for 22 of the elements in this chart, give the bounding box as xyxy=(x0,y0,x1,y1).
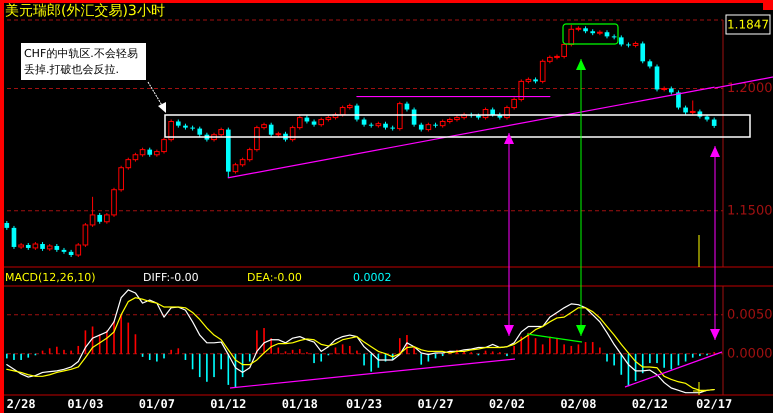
text: DEA:-0.00 xyxy=(247,271,302,284)
x-tick-label: 01/12 xyxy=(210,397,246,411)
y-tick-label: 1.2000 xyxy=(727,81,772,96)
x-tick-label: 02/12 xyxy=(632,397,668,411)
text: 1.1847 xyxy=(727,17,769,32)
x-tick-label: 01/03 xyxy=(67,397,104,411)
x-tick-label: 02/08 xyxy=(560,397,596,411)
annotation: CHF的中轨区.不会轻易丢掉.打破也会反拉. xyxy=(24,47,138,76)
chart-title: MACD(12,26,10) xyxy=(5,271,96,284)
x-tick-label: 02/17 xyxy=(696,397,732,411)
y-tick-label: 0.0050 xyxy=(727,307,772,322)
y-tick-label: 0.0000 xyxy=(727,346,772,362)
x-tick-label: 01/23 xyxy=(346,397,382,411)
x-tick-label: 01/18 xyxy=(282,397,318,411)
x-tick-label: 01/27 xyxy=(417,397,454,411)
chart-title: 美元瑞郎(外汇交易)3小时 xyxy=(5,3,165,19)
series-label: DIFF:-0.00 xyxy=(143,271,199,284)
y-tick-label: 1.1500 xyxy=(727,203,772,218)
text: 0.0002 xyxy=(353,271,392,284)
x-tick-label: 02/02 xyxy=(488,397,526,411)
x-tick-label: 2/28 xyxy=(6,397,36,411)
x-tick-label: 01/07 xyxy=(138,397,175,411)
